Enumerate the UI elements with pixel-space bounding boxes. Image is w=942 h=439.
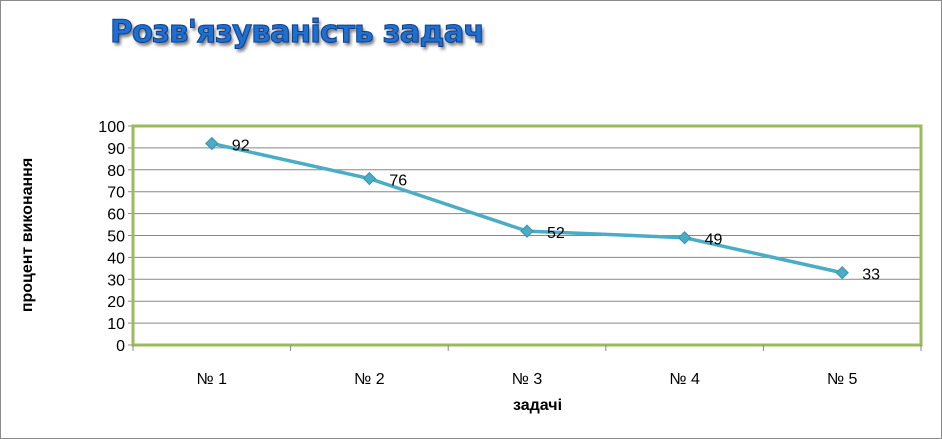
chart-title: Розв'язуваність задач: [110, 14, 486, 51]
y-tick-label: 10: [107, 316, 125, 333]
data-point-diamond-icon: [677, 230, 692, 245]
y-tick-label: 20: [107, 294, 125, 311]
x-tick-label: № 3: [512, 371, 543, 388]
data-point-diamond-icon: [835, 266, 849, 280]
data-label: 92: [232, 138, 250, 155]
y-tick-label: 80: [107, 163, 125, 180]
data-label: 52: [547, 225, 565, 242]
x-tick-label: № 4: [669, 371, 700, 388]
y-tick-label: 100: [98, 119, 125, 136]
y-tick-label: 50: [107, 229, 125, 246]
data-label: 76: [389, 173, 407, 190]
data-point-diamond-icon: [362, 171, 377, 186]
data-label: 33: [862, 267, 880, 284]
data-label: 49: [705, 232, 723, 249]
y-tick-label: 0: [116, 338, 125, 355]
data-point-diamond-icon: [205, 136, 219, 151]
y-tick-label: 90: [107, 141, 125, 158]
x-tick-label: № 2: [354, 371, 385, 388]
y-tick-label: 70: [107, 185, 125, 202]
plot-area-border: [131, 124, 923, 347]
x-tick-label: № 1: [197, 371, 228, 388]
data-point-diamond-icon: [520, 224, 534, 238]
x-tick-label: № 5: [827, 371, 858, 388]
y-tick-label: 30: [107, 272, 125, 289]
series-line: [211, 141, 843, 275]
y-tick-label: 40: [107, 250, 125, 267]
y-tick-label: 60: [107, 207, 125, 224]
x-axis-label: задачі: [513, 397, 563, 414]
